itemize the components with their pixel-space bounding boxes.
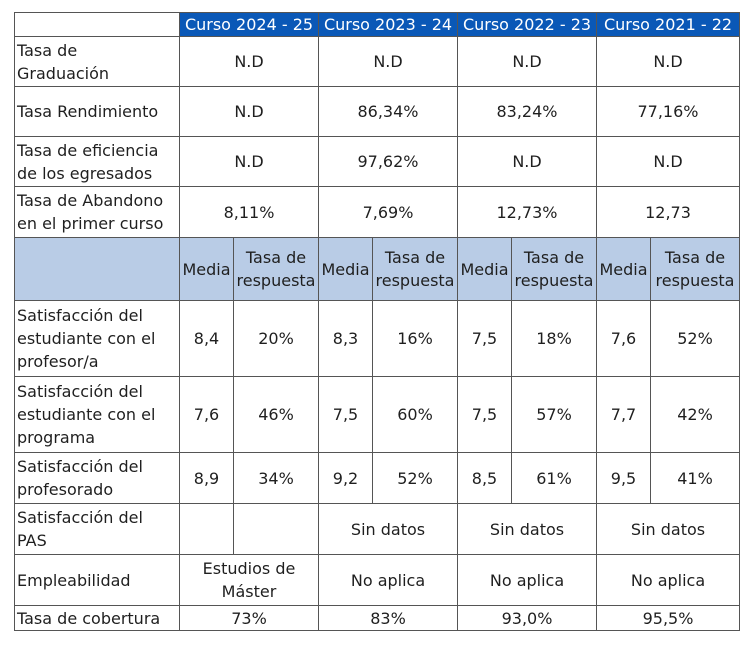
cell-tasa: 41% xyxy=(650,452,740,504)
cell-tasa: 16% xyxy=(372,300,458,377)
subheader-corner xyxy=(14,237,180,301)
cell-value: No aplica xyxy=(318,554,458,606)
cell-value: Sin datos xyxy=(457,503,597,555)
cell-media: 8,3 xyxy=(318,300,373,377)
cell-value: 8,11% xyxy=(179,186,319,238)
cell-media: 7,5 xyxy=(318,376,373,453)
row-label: Empleabilidad xyxy=(14,554,180,606)
table-row: Tasa de cobertura 73% 83% 93,0% 95,5% xyxy=(14,605,740,631)
cell-media: 8,4 xyxy=(179,300,234,377)
table-row: Satisfacción del estudiante con el program… xyxy=(14,376,740,453)
cell-tasa: 57% xyxy=(511,376,597,453)
cell-media: 8,5 xyxy=(457,452,512,504)
cell-media: 7,5 xyxy=(457,300,512,377)
cell-tasa: 20% xyxy=(233,300,319,377)
row-label: Tasa de cobertura xyxy=(14,605,180,631)
cell-value: 97,62% xyxy=(318,136,458,187)
tasa-header: Tasa de respuesta xyxy=(511,237,597,301)
table-row: Tasa de Abandono en el primer curso 8,11%… xyxy=(14,186,740,238)
cell-value: N.D xyxy=(318,36,458,87)
cell-tasa xyxy=(233,503,319,555)
table-row: Tasa de eficiencia de los egresados N.D 9… xyxy=(14,136,740,187)
cell-media xyxy=(179,503,234,555)
table-row: Satisfacción del PAS Sin datos Sin datos … xyxy=(14,503,740,555)
cell-tasa: 34% xyxy=(233,452,319,504)
table-row: Satisfacción del estudiante con el profeso… xyxy=(14,300,740,377)
header-row: Curso 2024 - 25 Curso 2023 - 24 Curso 20… xyxy=(14,12,740,37)
subheader-row: Media Tasa de respuesta Media Tasa de resp… xyxy=(14,237,740,301)
cell-value: Sin datos xyxy=(318,503,458,555)
cell-tasa: 52% xyxy=(372,452,458,504)
cell-value: Sin datos xyxy=(596,503,740,555)
indicators-table: Curso 2024 - 25 Curso 2023 - 24 Curso 20… xyxy=(14,12,740,631)
course-header: Curso 2022 - 23 xyxy=(457,12,597,37)
cell-media: 7,6 xyxy=(596,300,651,377)
row-label: Satisfacción del PAS xyxy=(14,503,180,555)
cell-value: Estudios de Máster xyxy=(179,554,319,606)
cell-media: 7,5 xyxy=(457,376,512,453)
row-label: Tasa de Graduación xyxy=(14,36,180,87)
cell-value: N.D xyxy=(596,136,740,187)
cell-tasa: 61% xyxy=(511,452,597,504)
cell-value: 12,73 xyxy=(596,186,740,238)
cell-media: 7,6 xyxy=(179,376,234,453)
table-row: Tasa Rendimiento N.D 86,34% 83,24% 77,16… xyxy=(14,86,740,137)
table-row: Tasa de Graduación N.D N.D N.D N.D xyxy=(14,36,740,87)
cell-tasa: 52% xyxy=(650,300,740,377)
tasa-header: Tasa de respuesta xyxy=(233,237,319,301)
row-label: Tasa de Abandono en el primer curso xyxy=(14,186,180,238)
media-header: Media xyxy=(318,237,373,301)
cell-media: 8,9 xyxy=(179,452,234,504)
cell-tasa: 46% xyxy=(233,376,319,453)
table-row: Empleabilidad Estudios de Máster No aplic… xyxy=(14,554,740,606)
cell-value: N.D xyxy=(179,36,319,87)
row-label: Tasa de eficiencia de los egresados xyxy=(14,136,180,187)
cell-tasa: 42% xyxy=(650,376,740,453)
cell-media: 9,5 xyxy=(596,452,651,504)
cell-tasa: 60% xyxy=(372,376,458,453)
course-header: Curso 2024 - 25 xyxy=(179,12,319,37)
cell-value: 86,34% xyxy=(318,86,458,137)
row-label: Tasa Rendimiento xyxy=(14,86,180,137)
media-header: Media xyxy=(179,237,234,301)
row-label: Satisfacción del profesorado xyxy=(14,452,180,504)
cell-value: 83% xyxy=(318,605,458,631)
tasa-header: Tasa de respuesta xyxy=(372,237,458,301)
cell-value: N.D xyxy=(179,136,319,187)
cell-value: 12,73% xyxy=(457,186,597,238)
cell-value: No aplica xyxy=(596,554,740,606)
cell-media: 9,2 xyxy=(318,452,373,504)
cell-value: N.D xyxy=(457,36,597,87)
cell-value: 77,16% xyxy=(596,86,740,137)
tasa-header: Tasa de respuesta xyxy=(650,237,740,301)
cell-value: No aplica xyxy=(457,554,597,606)
cell-tasa: 18% xyxy=(511,300,597,377)
cell-media: 7,7 xyxy=(596,376,651,453)
cell-value: 93,0% xyxy=(457,605,597,631)
cell-value: 95,5% xyxy=(596,605,740,631)
cell-value: N.D xyxy=(179,86,319,137)
media-header: Media xyxy=(596,237,651,301)
cell-value: 83,24% xyxy=(457,86,597,137)
cell-value: N.D xyxy=(596,36,740,87)
row-label: Satisfacción del estudiante con el program… xyxy=(14,376,180,453)
cell-value: N.D xyxy=(457,136,597,187)
course-header: Curso 2021 - 22 xyxy=(596,12,740,37)
row-label: Satisfacción del estudiante con el profeso… xyxy=(14,300,180,377)
cell-value: 73% xyxy=(179,605,319,631)
table-row: Satisfacción del profesorado 8,9 34% 9,2 … xyxy=(14,452,740,504)
media-header: Media xyxy=(457,237,512,301)
cell-value: 7,69% xyxy=(318,186,458,238)
header-corner xyxy=(14,12,180,37)
course-header: Curso 2023 - 24 xyxy=(318,12,458,37)
